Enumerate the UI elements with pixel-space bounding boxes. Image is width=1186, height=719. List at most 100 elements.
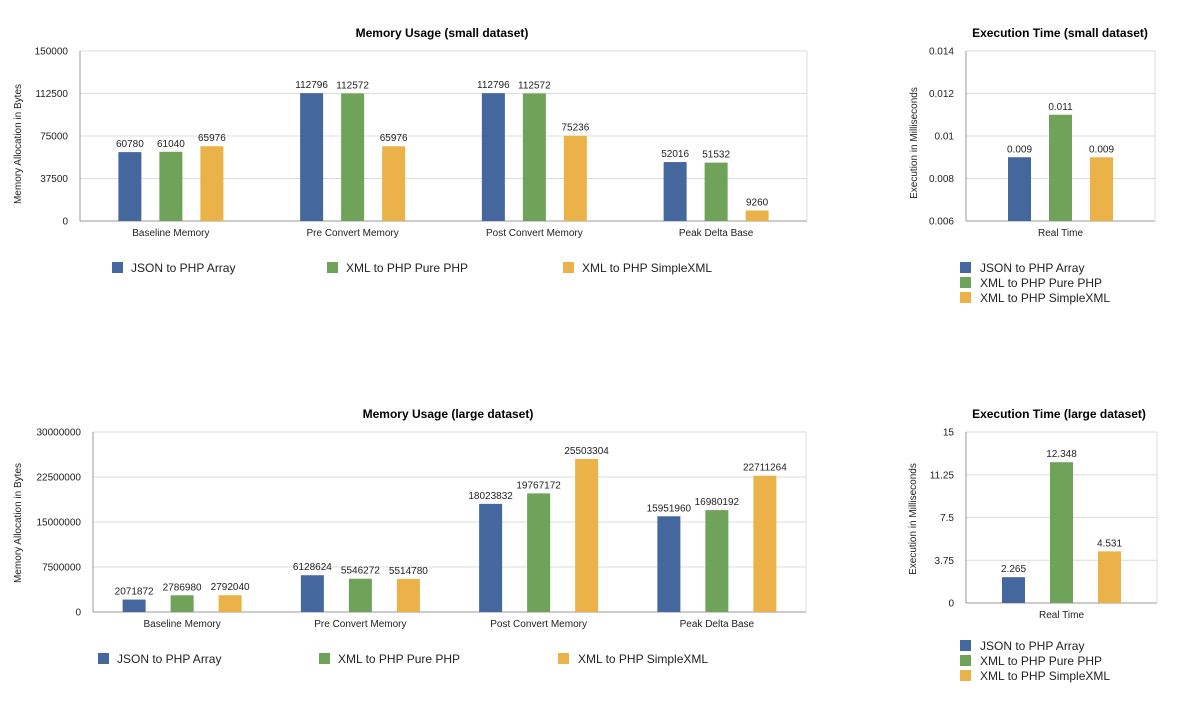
bar-json	[118, 152, 142, 221]
y-tick-label: 0.006	[929, 217, 954, 228]
x-tick-label: Baseline Memory	[143, 619, 220, 630]
y-tick-label: 7.5	[940, 513, 954, 524]
bar-pure	[159, 151, 183, 221]
legend-pure-text: XML to PHP Pure PHP	[980, 276, 1102, 290]
data-label: 0.009	[1007, 144, 1032, 155]
data-label: 12.348	[1046, 449, 1077, 460]
data-label: 61040	[157, 139, 185, 150]
y-tick-label: 0	[948, 599, 954, 610]
bar-json	[479, 503, 503, 612]
data-label: 112572	[518, 80, 551, 91]
legend-swatch-simple	[960, 670, 971, 681]
data-label: 112796	[295, 80, 328, 91]
x-tick-label: Baseline Memory	[132, 228, 209, 239]
legend-json-text: JSON to PHP Array	[117, 652, 221, 666]
bar-pure	[705, 510, 729, 612]
legend-simple-text: XML to PHP SimpleXML	[980, 291, 1110, 305]
y-axis-label: Memory Allocation in Bytes	[13, 84, 24, 204]
bar-pure	[1050, 462, 1073, 603]
data-label: 22711264	[743, 463, 787, 474]
bar-simple	[396, 578, 420, 612]
data-label: 6128624	[293, 562, 332, 573]
legend-swatch-json	[112, 262, 123, 273]
legend-swatch-simple	[960, 292, 971, 303]
legend-pure-text: XML to PHP Pure PHP	[346, 261, 468, 275]
x-tick-label: Post Convert Memory	[490, 619, 587, 630]
y-tick-label: 11.25	[930, 470, 955, 481]
legend-swatch-pure	[960, 277, 971, 288]
y-tick-label: 112500	[35, 89, 68, 100]
legend-pure-text: XML to PHP Pure PHP	[338, 652, 460, 666]
bar-simple	[563, 135, 587, 221]
bar-pure	[170, 595, 194, 612]
chart-title: Memory Usage (small dataset)	[356, 26, 529, 40]
y-tick-label: 30000000	[37, 428, 82, 439]
legend-pure-text: XML to PHP Pure PHP	[980, 654, 1102, 668]
bar-pure	[341, 93, 365, 221]
x-tick-label: Pre Convert Memory	[314, 619, 406, 630]
bar-simple	[575, 458, 599, 612]
legend-swatch-json	[960, 262, 971, 273]
legend-swatch-simple	[558, 653, 569, 664]
bar-pure	[1049, 114, 1072, 221]
legend-simple-text: XML to PHP SimpleXML	[582, 261, 712, 275]
y-tick-label: 37500	[40, 174, 68, 185]
y-tick-label: 150000	[35, 47, 69, 58]
y-axis-label: Execution in Milliseconds	[908, 463, 919, 575]
y-axis-label: Memory Allocation in Bytes	[13, 463, 24, 583]
data-label: 65976	[198, 133, 226, 144]
y-tick-label: 75000	[40, 132, 68, 143]
x-tick-label: Real Time	[1039, 610, 1084, 621]
bar-simple	[1090, 157, 1113, 221]
data-label: 2071872	[115, 587, 154, 598]
legend-json-text: JSON to PHP Array	[980, 261, 1084, 275]
y-tick-label: 15000000	[37, 518, 82, 529]
bar-pure	[704, 162, 728, 221]
data-label: 16980192	[695, 497, 740, 508]
bar-simple	[1098, 551, 1121, 603]
y-tick-label: 7500000	[42, 563, 81, 574]
memory-large-chart: Memory Usage (large dataset) Memory Allo…	[13, 407, 807, 666]
data-label: 65976	[380, 133, 408, 144]
y-tick-label: 0.01	[935, 132, 955, 143]
bar-json	[1008, 157, 1031, 221]
data-label: 112796	[477, 80, 510, 91]
legend-json-text: JSON to PHP Array	[131, 261, 235, 275]
bar-simple	[382, 146, 406, 221]
bar-json	[122, 599, 146, 612]
data-label: 25503304	[564, 446, 609, 457]
bar-simple	[745, 210, 769, 221]
bar-json	[663, 162, 687, 221]
legend-swatch-json	[98, 653, 109, 664]
data-label: 112572	[336, 80, 369, 91]
bar-pure	[527, 493, 551, 612]
x-tick-label: Real Time	[1038, 228, 1083, 239]
y-tick-label: 0.012	[929, 89, 954, 100]
bar-json	[657, 516, 681, 612]
bar-pure	[522, 93, 546, 221]
memory-small-chart: Memory Usage (small dataset) Memory Allo…	[13, 26, 808, 275]
chart-title: Memory Usage (large dataset)	[363, 407, 534, 421]
exec-small-chart: Execution Time (small dataset) Execution…	[909, 26, 1156, 305]
bar-json	[300, 93, 324, 221]
data-label: 51532	[702, 150, 730, 161]
data-label: 60780	[116, 139, 144, 150]
data-label: 75236	[561, 123, 589, 134]
legend-json-text: JSON to PHP Array	[980, 639, 1084, 653]
data-label: 4.531	[1097, 538, 1122, 549]
data-label: 9260	[746, 198, 769, 209]
x-tick-label: Pre Convert Memory	[307, 228, 399, 239]
exec-large-chart: Execution Time (large dataset) Execution…	[908, 407, 1158, 683]
legend-swatch-simple	[563, 262, 574, 273]
bar-json	[1002, 577, 1025, 603]
data-label: 18023832	[468, 491, 513, 502]
bar-json	[481, 93, 505, 221]
y-axis-label: Execution in Milliseconds	[909, 87, 920, 199]
data-label: 2.265	[1001, 564, 1026, 575]
y-tick-label: 0.008	[929, 174, 954, 185]
y-tick-label: 0	[75, 608, 81, 619]
legend-swatch-json	[960, 640, 971, 651]
bar-pure	[348, 578, 372, 612]
chart-title: Execution Time (small dataset)	[972, 26, 1148, 40]
